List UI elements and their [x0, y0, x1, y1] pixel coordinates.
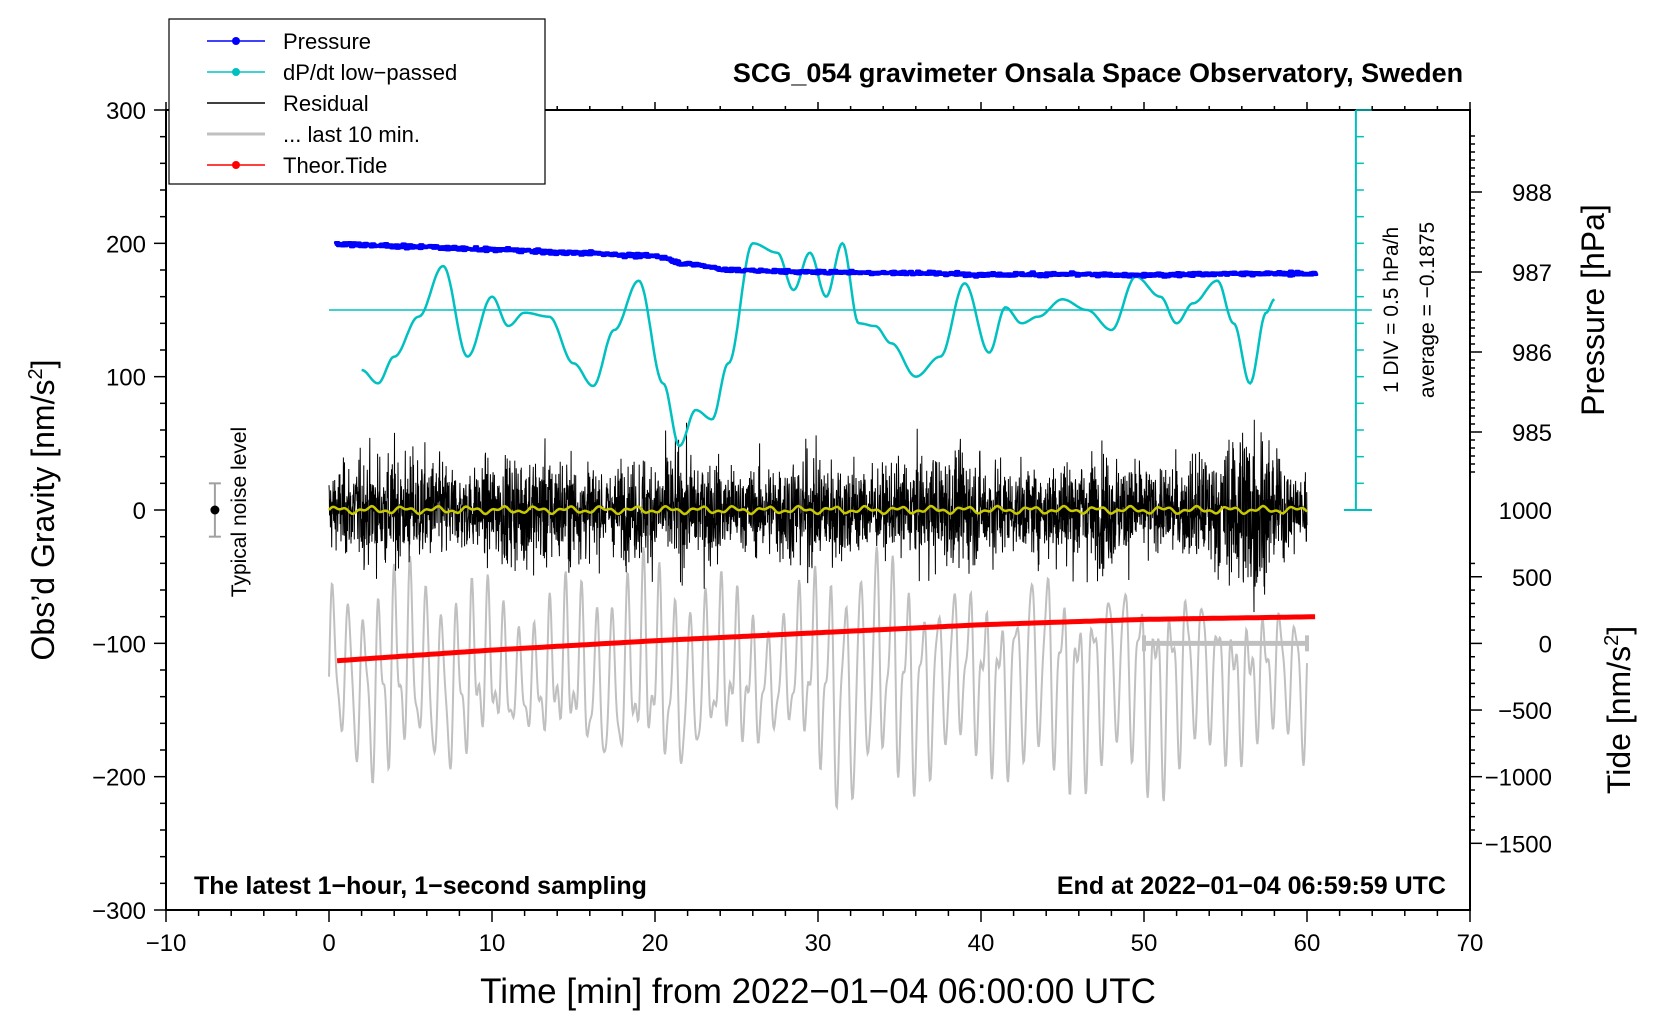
x-tick-label: 30 [805, 930, 832, 957]
theor-tide-series [336, 614, 1316, 664]
x-tick-label: 0 [322, 930, 335, 957]
residual-smoothed-line [328, 504, 1308, 516]
legend-marker-4 [232, 161, 240, 169]
y-axis-label-left: Obs’d Gravity [nm/s2] [25, 360, 61, 661]
legend: Pressure dP/dt low−passed Residual ... last… [168, 18, 546, 185]
legend-label-3: ... last 10 min. [283, 122, 420, 147]
x-tick-label: 40 [968, 930, 995, 957]
x-tick-label: 10 [479, 930, 506, 957]
tide-tick-label: −1000 [1485, 765, 1552, 792]
residual-smoothed-series [328, 504, 1308, 516]
legend-marker-0 [232, 37, 240, 45]
annotation-bottom-left: The latest 1−hour, 1−second sampling [194, 872, 647, 900]
dpdt-average-label: average = −0.1875 [1416, 222, 1439, 398]
legend-box [168, 18, 546, 185]
last10-range-bar [1142, 635, 1309, 652]
x-tick-label: 50 [1131, 930, 1158, 957]
y-tick-label: 0 [133, 498, 146, 525]
y-label-tide-main: Tide [nm/s [1601, 646, 1637, 794]
residual-line [328, 419, 1308, 613]
pressure-tick-label: 987 [1512, 260, 1552, 287]
last10-series [328, 546, 1308, 811]
pressure-tick-label: 985 [1512, 420, 1552, 447]
legend-label-1: dP/dt low−passed [283, 60, 457, 85]
x-axis-label: Time [min] from 2022−01−04 06:00:00 UTC [480, 972, 1156, 1011]
tide-tick-label: 500 [1512, 565, 1552, 592]
tide-tick-label: 1000 [1499, 498, 1552, 525]
tide-tick-label: 0 [1539, 631, 1552, 658]
theor-tide-line [336, 614, 1316, 664]
axes: −10 0 10 20 30 40 50 60 703002001000−100−200−300… [92, 98, 1552, 957]
x-tick-label: −10 [146, 930, 187, 957]
tide-tick-label: −1500 [1485, 831, 1552, 858]
x-tick-label: 20 [642, 930, 669, 957]
x-tick-label: 70 [1457, 930, 1484, 957]
legend-marker-1 [232, 68, 240, 76]
y-tick-label: 200 [106, 231, 146, 258]
x-tick-label: 60 [1294, 930, 1321, 957]
y-label-left-main: Obs’d Gravity [nm/s [25, 380, 61, 661]
pressure-tick-label: 988 [1512, 180, 1552, 207]
annotation-bottom-right: End at 2022−01−04 06:59:59 UTC [1057, 872, 1446, 900]
y-tick-label: 100 [106, 365, 146, 392]
legend-label-4: Theor.Tide [283, 153, 387, 178]
pressure-points [333, 241, 1319, 279]
y-tick-label: 300 [106, 98, 146, 125]
legend-label-2: Residual [283, 91, 369, 116]
y-axis-label-pressure: Pressure [hPa] [1575, 204, 1611, 416]
dpdt-scale [329, 109, 1372, 511]
y-label-tide-close: ] [1601, 626, 1637, 635]
y-label-left-close: ] [25, 360, 61, 369]
y-label-tide-sup: 2 [1601, 635, 1623, 646]
tide-tick-label: −500 [1498, 698, 1552, 725]
legend-label-0: Pressure [283, 29, 371, 54]
noise-level-label: Typical noise level [228, 427, 251, 597]
y-axis-label-tide: Tide [nm/s2] [1601, 626, 1637, 794]
dpdt-div-label: 1 DIV = 0.5 hPa/h [1380, 227, 1403, 393]
pressure-series [333, 241, 1319, 279]
y-tick-label: −200 [92, 765, 146, 792]
y-tick-label: −300 [92, 898, 146, 925]
y-label-left-sup: 2 [25, 368, 47, 379]
noise-level-indicator [208, 482, 221, 538]
residual-series [328, 419, 1308, 613]
last10-line [328, 546, 1308, 811]
y-tick-label: −100 [92, 631, 146, 658]
noise-bar-dot [210, 505, 220, 515]
pressure-tick-label: 986 [1512, 340, 1552, 367]
chart-title: SCG_054 gravimeter Onsala Space Observat… [733, 58, 1463, 88]
